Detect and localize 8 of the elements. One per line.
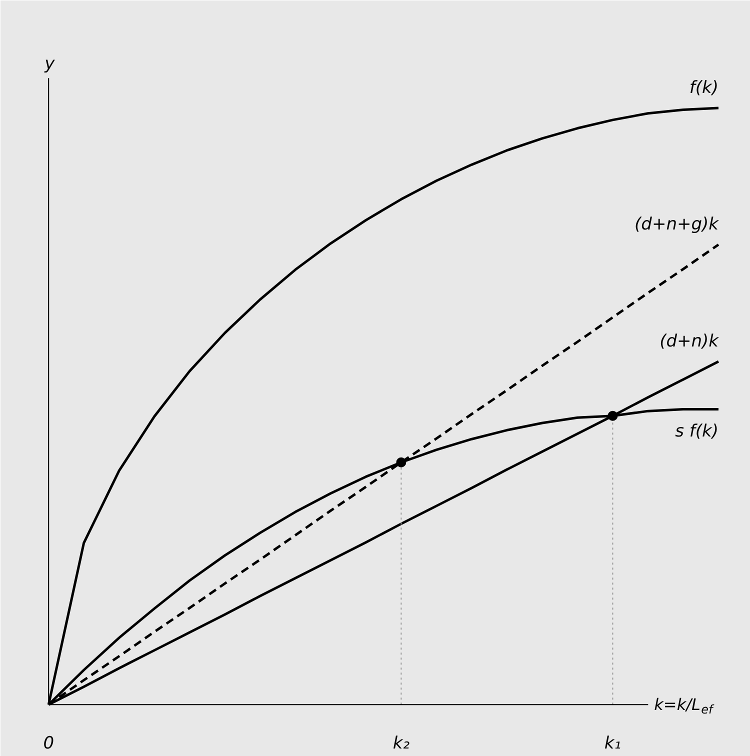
x-tick-label: 0 [43,734,54,754]
series-label: (d+n)k [660,332,720,352]
x-tick-label: k₂ [392,734,410,754]
y-axis-title: y [44,54,56,74]
x-tick-label: k₁ [604,734,622,754]
series-label: f(k) [689,78,719,98]
series-label: (d+n+g)k [634,214,720,235]
series-label: s f(k) [675,421,718,442]
